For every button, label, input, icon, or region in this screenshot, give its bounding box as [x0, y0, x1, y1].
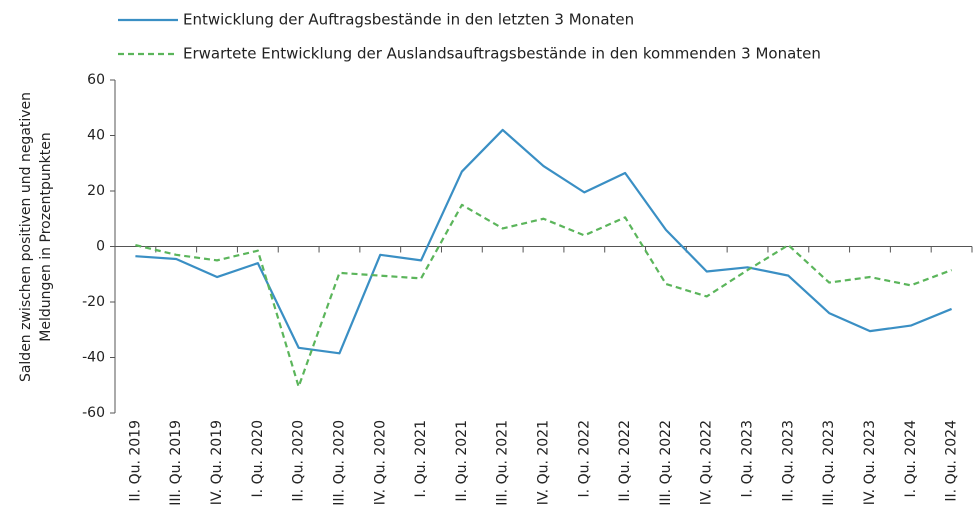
y-tick-label: -40	[82, 350, 105, 366]
x-tick-label: II. Qu. 2019	[127, 420, 143, 502]
x-tick-label: IV. Qu. 2023	[862, 420, 878, 505]
legend-label: Entwicklung der Auftragsbestände in den …	[183, 11, 634, 29]
y-tick-label: -60	[82, 405, 105, 421]
x-tick-label: III. Qu. 2021	[495, 420, 511, 506]
x-tick-label: III. Qu. 2022	[658, 420, 674, 506]
x-tick-label: I. Qu. 2023	[740, 420, 756, 497]
x-tick-label: I. Qu. 2020	[250, 420, 266, 497]
y-tick-label: -20	[82, 294, 105, 310]
legend-label: Erwartete Entwicklung der Auslandsauftra…	[183, 45, 821, 63]
x-tick-label: II. Qu. 2020	[291, 420, 307, 502]
y-tick-label: 0	[96, 239, 105, 255]
y-tick-label: 40	[87, 128, 105, 144]
x-tick-label: II. Qu. 2021	[454, 420, 470, 502]
x-tick-label: I. Qu. 2022	[576, 420, 592, 497]
x-tick-label: I. Qu. 2024	[903, 420, 919, 498]
x-tick-label: III. Qu. 2020	[331, 420, 347, 506]
x-tick-label: IV. Qu. 2021	[536, 420, 552, 505]
x-tick-label: III. Qu. 2019	[168, 420, 184, 506]
x-tick-label: I. Qu. 2021	[413, 420, 429, 497]
y-tick-label: 20	[87, 183, 105, 199]
x-tick-label: II. Qu. 2023	[780, 420, 796, 502]
x-tick-label: IV. Qu. 2020	[372, 420, 388, 505]
x-tick-label: II. Qu. 2024	[944, 420, 960, 502]
y-axis-label: Meldungen in Prozentpunkten	[38, 132, 54, 342]
x-tick-label: II. Qu. 2022	[617, 420, 633, 502]
x-tick-label: IV. Qu. 2019	[209, 420, 225, 505]
data-line	[135, 128, 953, 355]
x-tick-label: IV. Qu. 2022	[699, 420, 715, 505]
y-axis-label: Salden zwischen positiven und negativen	[18, 92, 34, 382]
y-tick-label: 60	[87, 72, 105, 88]
x-tick-label: III. Qu. 2023	[821, 420, 837, 506]
data-line	[135, 203, 952, 388]
